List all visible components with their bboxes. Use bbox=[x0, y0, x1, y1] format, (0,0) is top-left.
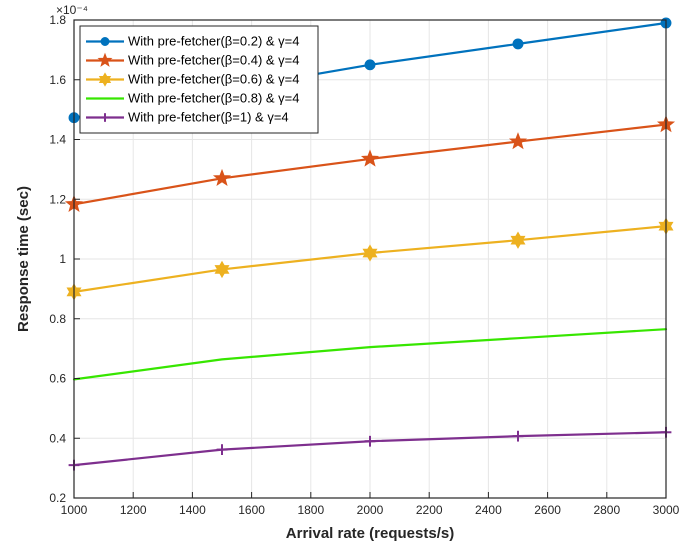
xtick-label: 2600 bbox=[534, 503, 561, 517]
legend-label-beta02: With pre-fetcher(β=0.2) & γ=4 bbox=[128, 34, 300, 49]
ytick-label: 1.4 bbox=[49, 133, 66, 147]
ytick-label: 0.2 bbox=[49, 491, 66, 505]
y-axis-label: Response time (sec) bbox=[15, 186, 32, 332]
xtick-label: 2800 bbox=[593, 503, 620, 517]
ytick-label: 1 bbox=[59, 252, 66, 266]
xtick-label: 2400 bbox=[475, 503, 502, 517]
legend-label-beta10: With pre-fetcher(β=1) & γ=4 bbox=[128, 110, 289, 125]
ytick-label: 0.4 bbox=[49, 431, 66, 445]
ytick-label: 0.8 bbox=[49, 312, 66, 326]
ytick-label: 0.6 bbox=[49, 372, 66, 386]
xtick-label: 1000 bbox=[61, 503, 88, 517]
legend-label-beta06: With pre-fetcher(β=0.6) & γ=4 bbox=[128, 72, 300, 87]
xtick-label: 1600 bbox=[238, 503, 265, 517]
ytick-label: 1.2 bbox=[49, 192, 66, 206]
xtick-label: 1800 bbox=[297, 503, 324, 517]
y-exponent-label: ×10⁻⁴ bbox=[56, 3, 88, 17]
x-axis-label: Arrival rate (requests/s) bbox=[286, 525, 454, 542]
legend: With pre-fetcher(β=0.2) & γ=4 With pre-fe… bbox=[80, 26, 318, 133]
xtick-label: 2000 bbox=[357, 503, 384, 517]
xtick-label: 1400 bbox=[179, 503, 206, 517]
xtick-label: 3000 bbox=[653, 503, 680, 517]
legend-label-beta08: With pre-fetcher(β=0.8) & γ=4 bbox=[128, 91, 300, 106]
legend-label-beta04: With pre-fetcher(β=0.4) & γ=4 bbox=[128, 53, 300, 68]
ytick-label: 1.6 bbox=[49, 73, 66, 87]
xtick-label: 1200 bbox=[120, 503, 147, 517]
chart-container: 1000 1200 1400 1600 1800 2000 2200 2400 2600 2800… bbox=[0, 0, 685, 556]
response-time-chart: 1000 1200 1400 1600 1800 2000 2200 2400 2600 2800… bbox=[0, 0, 685, 556]
xtick-label: 2200 bbox=[416, 503, 443, 517]
